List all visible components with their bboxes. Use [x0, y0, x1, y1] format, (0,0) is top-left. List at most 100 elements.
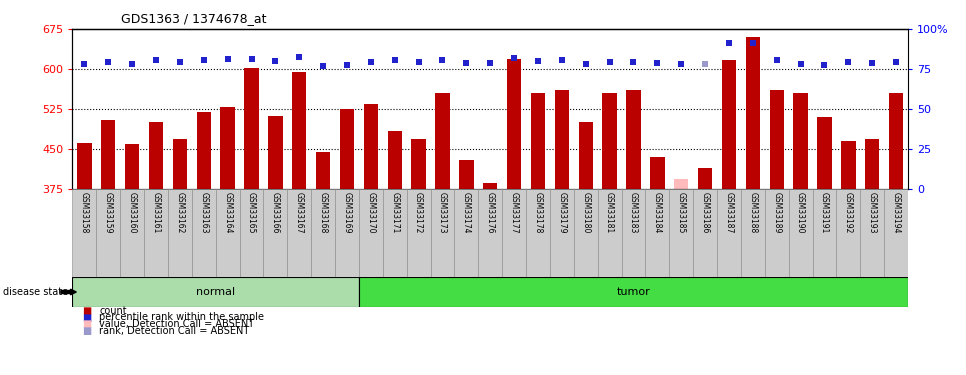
Bar	[884, 189, 908, 277]
Text: ■: ■	[82, 306, 92, 316]
Bar	[483, 183, 497, 189]
Bar	[197, 112, 211, 189]
Bar	[741, 189, 765, 277]
Bar	[861, 189, 884, 277]
Text: GSM33191: GSM33191	[820, 192, 829, 233]
Text: GSM33178: GSM33178	[533, 192, 543, 233]
Bar	[436, 93, 449, 189]
Text: GSM33166: GSM33166	[270, 192, 280, 233]
Bar	[717, 189, 741, 277]
Bar	[454, 189, 478, 277]
Bar	[340, 109, 355, 189]
Text: GSM33188: GSM33188	[749, 192, 757, 233]
Text: count: count	[99, 306, 128, 316]
Bar	[359, 189, 383, 277]
Bar	[173, 140, 187, 189]
Bar	[837, 189, 861, 277]
Text: GSM33192: GSM33192	[844, 192, 853, 233]
Bar	[383, 189, 407, 277]
Text: GSM33176: GSM33176	[486, 192, 495, 233]
Bar	[526, 189, 550, 277]
Bar	[240, 189, 264, 277]
Bar	[579, 122, 593, 189]
Text: GSM33161: GSM33161	[152, 192, 160, 233]
Bar	[168, 189, 192, 277]
Bar	[72, 277, 359, 307]
Text: GSM33179: GSM33179	[557, 192, 566, 233]
Text: GSM33158: GSM33158	[80, 192, 89, 233]
Text: GSM33159: GSM33159	[103, 192, 113, 233]
Bar	[765, 189, 788, 277]
Text: GSM33185: GSM33185	[677, 192, 686, 233]
Bar	[694, 189, 717, 277]
Bar	[650, 157, 665, 189]
Bar	[359, 277, 908, 307]
Bar	[554, 90, 569, 189]
Bar	[507, 59, 522, 189]
Bar	[407, 189, 431, 277]
Bar	[97, 189, 120, 277]
Bar	[101, 120, 115, 189]
Bar	[598, 189, 621, 277]
Bar	[812, 189, 837, 277]
Bar	[698, 168, 712, 189]
Bar	[72, 189, 97, 277]
Bar	[502, 189, 526, 277]
Bar	[603, 93, 616, 189]
Text: GSM33177: GSM33177	[510, 192, 519, 233]
Bar	[550, 189, 574, 277]
Text: GSM33184: GSM33184	[653, 192, 662, 233]
Bar	[866, 140, 879, 189]
Bar	[770, 90, 783, 189]
Bar	[621, 189, 645, 277]
Text: GSM33187: GSM33187	[724, 192, 733, 233]
Bar	[120, 189, 144, 277]
Bar	[77, 142, 92, 189]
Text: GSM33171: GSM33171	[390, 192, 399, 233]
Bar	[889, 93, 903, 189]
Bar	[412, 140, 426, 189]
Bar	[793, 93, 808, 189]
Bar	[269, 116, 282, 189]
Bar	[669, 189, 694, 277]
Text: GSM33173: GSM33173	[438, 192, 447, 233]
Bar	[125, 144, 139, 189]
Bar	[841, 141, 856, 189]
Text: GSM33168: GSM33168	[319, 192, 327, 233]
Text: ■: ■	[82, 312, 92, 322]
Bar	[431, 189, 454, 277]
Text: GSM33186: GSM33186	[700, 192, 710, 233]
Bar	[220, 107, 235, 189]
Bar	[574, 189, 598, 277]
Text: ■: ■	[82, 319, 92, 329]
Bar	[264, 189, 287, 277]
Text: normal: normal	[196, 287, 236, 297]
Text: disease state: disease state	[3, 287, 68, 297]
Bar	[746, 37, 760, 189]
Text: percentile rank within the sample: percentile rank within the sample	[99, 312, 265, 322]
Bar	[316, 152, 330, 189]
Text: value, Detection Call = ABSENT: value, Detection Call = ABSENT	[99, 319, 255, 329]
Bar	[722, 60, 736, 189]
Text: GSM33162: GSM33162	[176, 192, 185, 233]
Text: rank, Detection Call = ABSENT: rank, Detection Call = ABSENT	[99, 326, 250, 336]
Bar	[215, 189, 240, 277]
Bar	[144, 189, 168, 277]
Bar	[478, 189, 502, 277]
Bar	[817, 117, 832, 189]
Bar	[311, 189, 335, 277]
Bar	[788, 189, 812, 277]
Bar	[387, 131, 402, 189]
Bar	[149, 122, 163, 189]
Bar	[192, 189, 215, 277]
Text: GSM33183: GSM33183	[629, 192, 638, 233]
Text: tumor: tumor	[616, 287, 650, 297]
Bar	[292, 72, 306, 189]
Text: GSM33172: GSM33172	[414, 192, 423, 233]
Text: GSM33181: GSM33181	[605, 192, 614, 233]
Bar	[674, 179, 689, 189]
Bar	[244, 69, 259, 189]
Text: GSM33164: GSM33164	[223, 192, 232, 233]
Bar	[364, 104, 378, 189]
Text: GDS1363 / 1374678_at: GDS1363 / 1374678_at	[121, 12, 267, 25]
